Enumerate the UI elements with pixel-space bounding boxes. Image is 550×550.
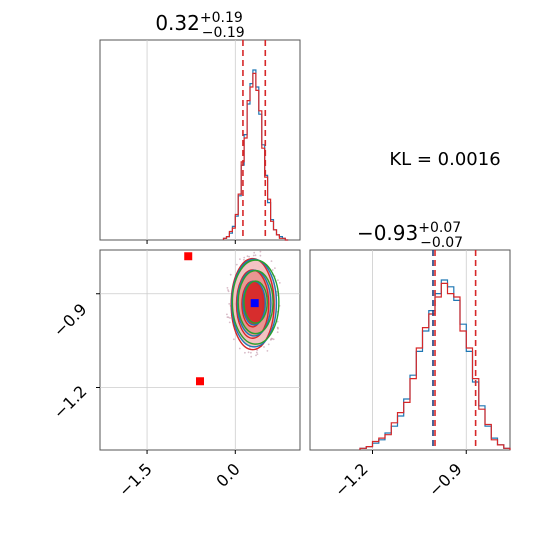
x-tick-label-p2-a: −1.2 (331, 459, 372, 500)
joint-point (266, 350, 269, 352)
joint-point (244, 351, 246, 354)
joint-point (250, 351, 252, 354)
joint-point (276, 326, 279, 329)
hist2-panel (309, 249, 511, 451)
joint-point (254, 254, 257, 257)
joint-point (252, 254, 255, 257)
joint-point (255, 354, 257, 357)
joint-point (228, 321, 231, 324)
joint-point (228, 303, 231, 305)
joint-point (277, 279, 279, 281)
joint-point (259, 254, 262, 257)
gridlines (100, 40, 467, 450)
joint-point (229, 273, 232, 276)
joint-contour-2-2 (243, 280, 268, 324)
joint-point (248, 255, 251, 258)
joint-point (235, 263, 238, 266)
joint-point (227, 289, 229, 291)
joint-point (259, 250, 262, 253)
joint-point (226, 287, 229, 289)
joint-point (276, 320, 279, 323)
param1-title: 0.32+0.19 −0.19 (155, 10, 244, 41)
joint-point (239, 258, 241, 260)
hist1-step-1 (222, 72, 289, 241)
blue-marker (250, 299, 259, 308)
x-tick-label-p1-b: 0.0 (212, 459, 243, 490)
joint-point (243, 258, 245, 261)
joint-contour-1-2 (237, 269, 274, 335)
joint-point (253, 251, 256, 254)
joint-point (271, 269, 274, 271)
joint-density (184, 250, 281, 386)
y-tick-label-b: −1.2 (50, 382, 91, 423)
joint-point (256, 353, 259, 355)
hist1-panel (99, 39, 301, 241)
hist1-series (222, 69, 289, 241)
joint-point (263, 346, 265, 348)
joint-point (256, 349, 259, 351)
kl-annotation: KL = 0.0016 (389, 149, 500, 170)
joint-point (226, 313, 228, 316)
y-tick-label-a: −0.9 (50, 300, 91, 341)
joint-point (247, 351, 250, 354)
joint-point (238, 347, 241, 350)
x-tick-label-p2-b: −0.9 (425, 459, 466, 500)
red-marker-1 (196, 377, 204, 386)
param2-title: −0.93+0.07 −0.07 (357, 220, 463, 251)
joint-point (229, 317, 231, 319)
joint-point (278, 282, 281, 284)
red-marker-0 (184, 252, 193, 261)
x-tick-label-p1-a: −1.5 (115, 459, 156, 500)
tick-marks (96, 240, 467, 454)
joint-point (274, 267, 276, 269)
joint-point (270, 338, 272, 341)
joint-contour-0-2 (231, 259, 280, 345)
quantile-lines (242, 40, 477, 450)
joint-point (267, 343, 270, 346)
joint-point (272, 338, 275, 341)
joint-point (233, 338, 235, 341)
joint-point (270, 260, 273, 262)
joint-point (246, 255, 249, 258)
joint-point (255, 351, 258, 354)
joint-point (250, 355, 253, 358)
joint-point (226, 316, 229, 318)
joint-point (276, 331, 279, 334)
joint-point (243, 256, 246, 259)
